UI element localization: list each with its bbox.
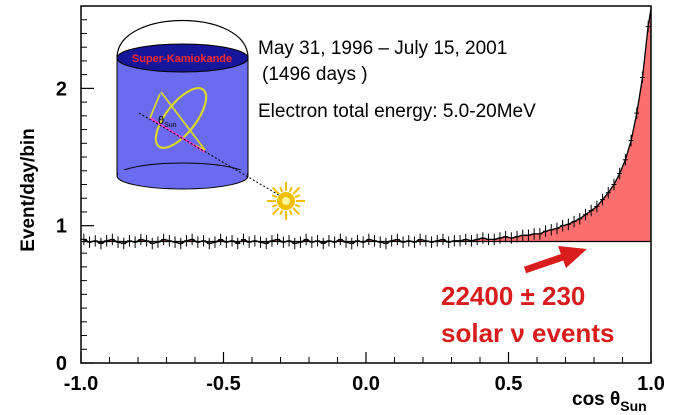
- axis-ticks: -1.0 -0.5 0.0 0.5 1.0 0 1 2: [56, 19, 665, 395]
- sun-ray: [271, 186, 280, 195]
- events-count-text: 22400 ± 230: [441, 281, 585, 311]
- x-axis-label-sub: Sun: [620, 398, 646, 414]
- events-label-text: solar ν events: [441, 318, 614, 348]
- sun-ray: [279, 209, 284, 216]
- energy-text: Electron total energy: 5.0-20MeV: [258, 101, 536, 122]
- angle-label-sub: Sun: [164, 122, 177, 129]
- sun-ray: [292, 186, 301, 195]
- red-arrow: [523, 246, 587, 274]
- sun-ray: [292, 207, 301, 216]
- angle-label: θSun: [158, 115, 177, 129]
- y-tick-label: 0: [56, 353, 67, 375]
- period-text: May 31, 1996 – July 15, 2001: [258, 38, 507, 59]
- days-text: (1496 days ): [262, 64, 368, 85]
- fit-curve: [83, 8, 652, 245]
- detector-label: Super-Kamiokande: [132, 53, 232, 65]
- sun-ray: [271, 203, 278, 208]
- angle-label-main: θ: [158, 115, 164, 127]
- sun-ray: [294, 194, 301, 199]
- x-tick-label: -0.5: [206, 373, 240, 395]
- sun-icon: [267, 182, 305, 220]
- sun-ray: [294, 203, 301, 208]
- signal-excess-fill: [83, 8, 652, 242]
- sun-ray: [279, 186, 284, 193]
- sun-ray: [288, 186, 293, 193]
- sun-ray: [271, 194, 278, 199]
- sun-core: [282, 197, 290, 205]
- sun-ray: [271, 207, 280, 216]
- detector-illustration: Super-Kamiokande θSun: [116, 19, 285, 199]
- y-axis-label: Event/day/bin: [18, 128, 39, 252]
- y-tick-label: 2: [56, 78, 67, 100]
- y-tick-label: 1: [56, 216, 67, 238]
- x-tick-label: -1.0: [64, 373, 98, 395]
- x-axis-label: cos θSun: [572, 389, 647, 414]
- sun-ray: [288, 209, 293, 216]
- x-tick-label: 1.0: [637, 373, 665, 395]
- x-tick-label: 0.5: [495, 373, 523, 395]
- x-axis-label-main: cos θ: [572, 389, 620, 410]
- x-tick-label: 0.0: [352, 373, 380, 395]
